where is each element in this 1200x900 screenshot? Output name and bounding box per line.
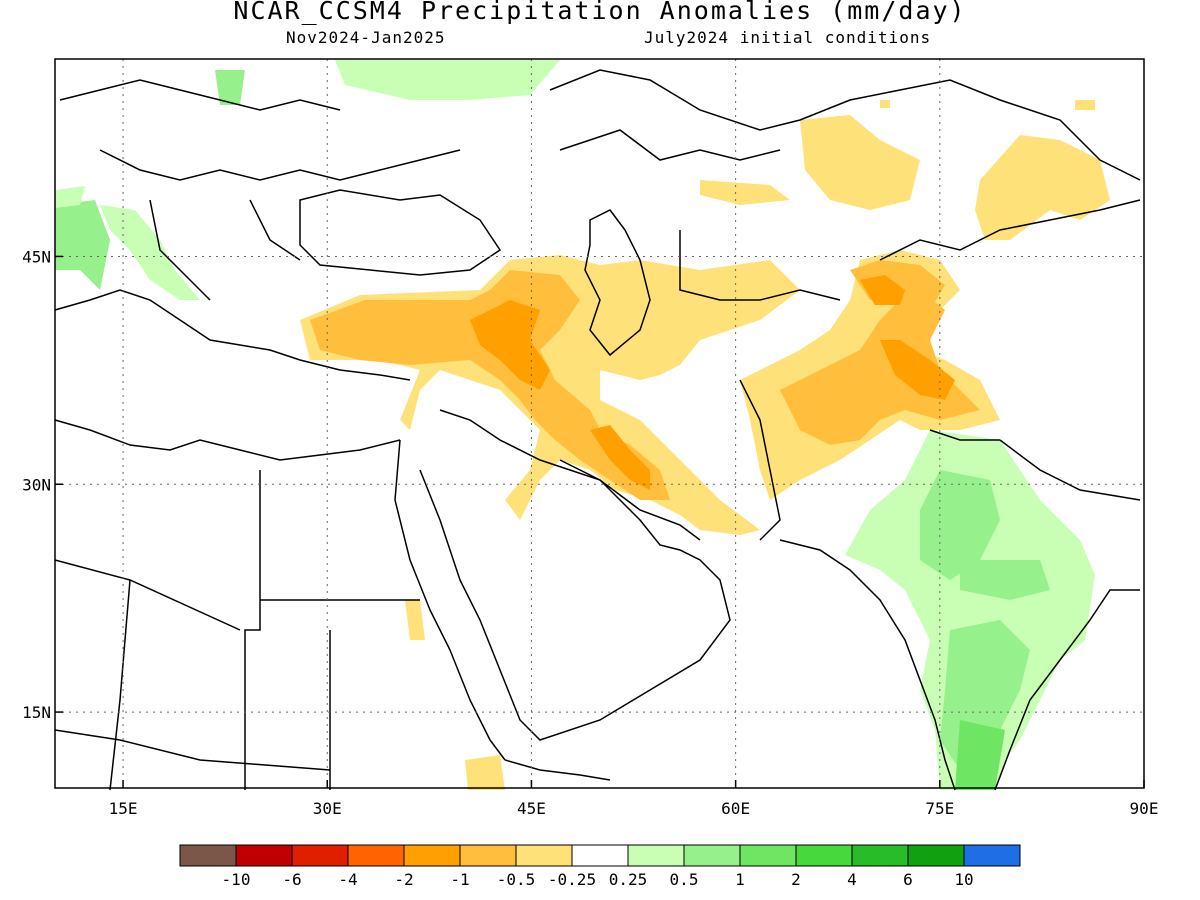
colorbar-swatch [459, 844, 517, 867]
colorbar-swatch [235, 844, 293, 867]
coastlines [54, 69, 1141, 791]
lat-tick-label: 45N [22, 247, 51, 266]
colorbar-swatch [963, 844, 1021, 867]
latitude-axis: 45N 30N 15N [22, 247, 63, 722]
colorbar-swatch [627, 844, 685, 867]
initial-conditions: July2024 initial conditions [644, 28, 932, 47]
colorbar-label: -6 [282, 870, 301, 889]
colorbar-label: -0.5 [497, 870, 536, 889]
colorbar-label: 0.5 [670, 870, 699, 889]
colorbar-swatch [683, 844, 741, 867]
lat-tick-label: 15N [22, 703, 51, 722]
colorbar: -10 -6 -4 -2 -1 -0.5 -0.25 0.25 0.5 1 2 4 6 10 [179, 844, 1021, 889]
colorbar-label: -4 [338, 870, 357, 889]
chart-title: NCAR_CCSM4 Precipitation Anomalies (mm/d… [233, 0, 967, 25]
colorbar-label: 4 [847, 870, 857, 889]
lon-tick-label: 90E [1130, 799, 1159, 818]
longitude-axis: 15E 30E 45E 60E 75E 90E [109, 780, 1159, 818]
colorbar-label: 6 [903, 870, 913, 889]
colorbar-swatch [739, 844, 797, 867]
colorbar-label: -10 [222, 870, 251, 889]
colorbar-swatch [571, 844, 629, 867]
lon-tick-label: 60E [721, 799, 750, 818]
colorbar-label: 1 [735, 870, 745, 889]
colorbar-swatch [179, 844, 237, 867]
colorbar-label: -2 [394, 870, 413, 889]
graticule [55, 59, 1144, 788]
colorbar-swatch [347, 844, 405, 867]
colorbar-label: 2 [791, 870, 801, 889]
lon-tick-label: 45E [517, 799, 546, 818]
map-frame [54, 58, 1145, 789]
colorbar-label: 0.25 [609, 870, 648, 889]
lat-tick-label: 30N [22, 475, 51, 494]
colorbar-label: -1 [450, 870, 469, 889]
lon-tick-label: 75E [925, 799, 954, 818]
colorbar-swatch [291, 844, 349, 867]
colorbar-swatch [403, 844, 461, 867]
colorbar-swatch [851, 844, 909, 867]
anomaly-shading [55, 60, 1110, 790]
lon-tick-label: 15E [109, 799, 138, 818]
colorbar-swatch [515, 844, 573, 867]
lon-tick-label: 30E [313, 799, 342, 818]
colorbar-label: -0.25 [548, 870, 596, 889]
colorbar-swatch [907, 844, 965, 867]
colorbar-label: 10 [954, 870, 973, 889]
forecast-period: Nov2024-Jan2025 [286, 28, 446, 47]
colorbar-swatch [795, 844, 853, 867]
